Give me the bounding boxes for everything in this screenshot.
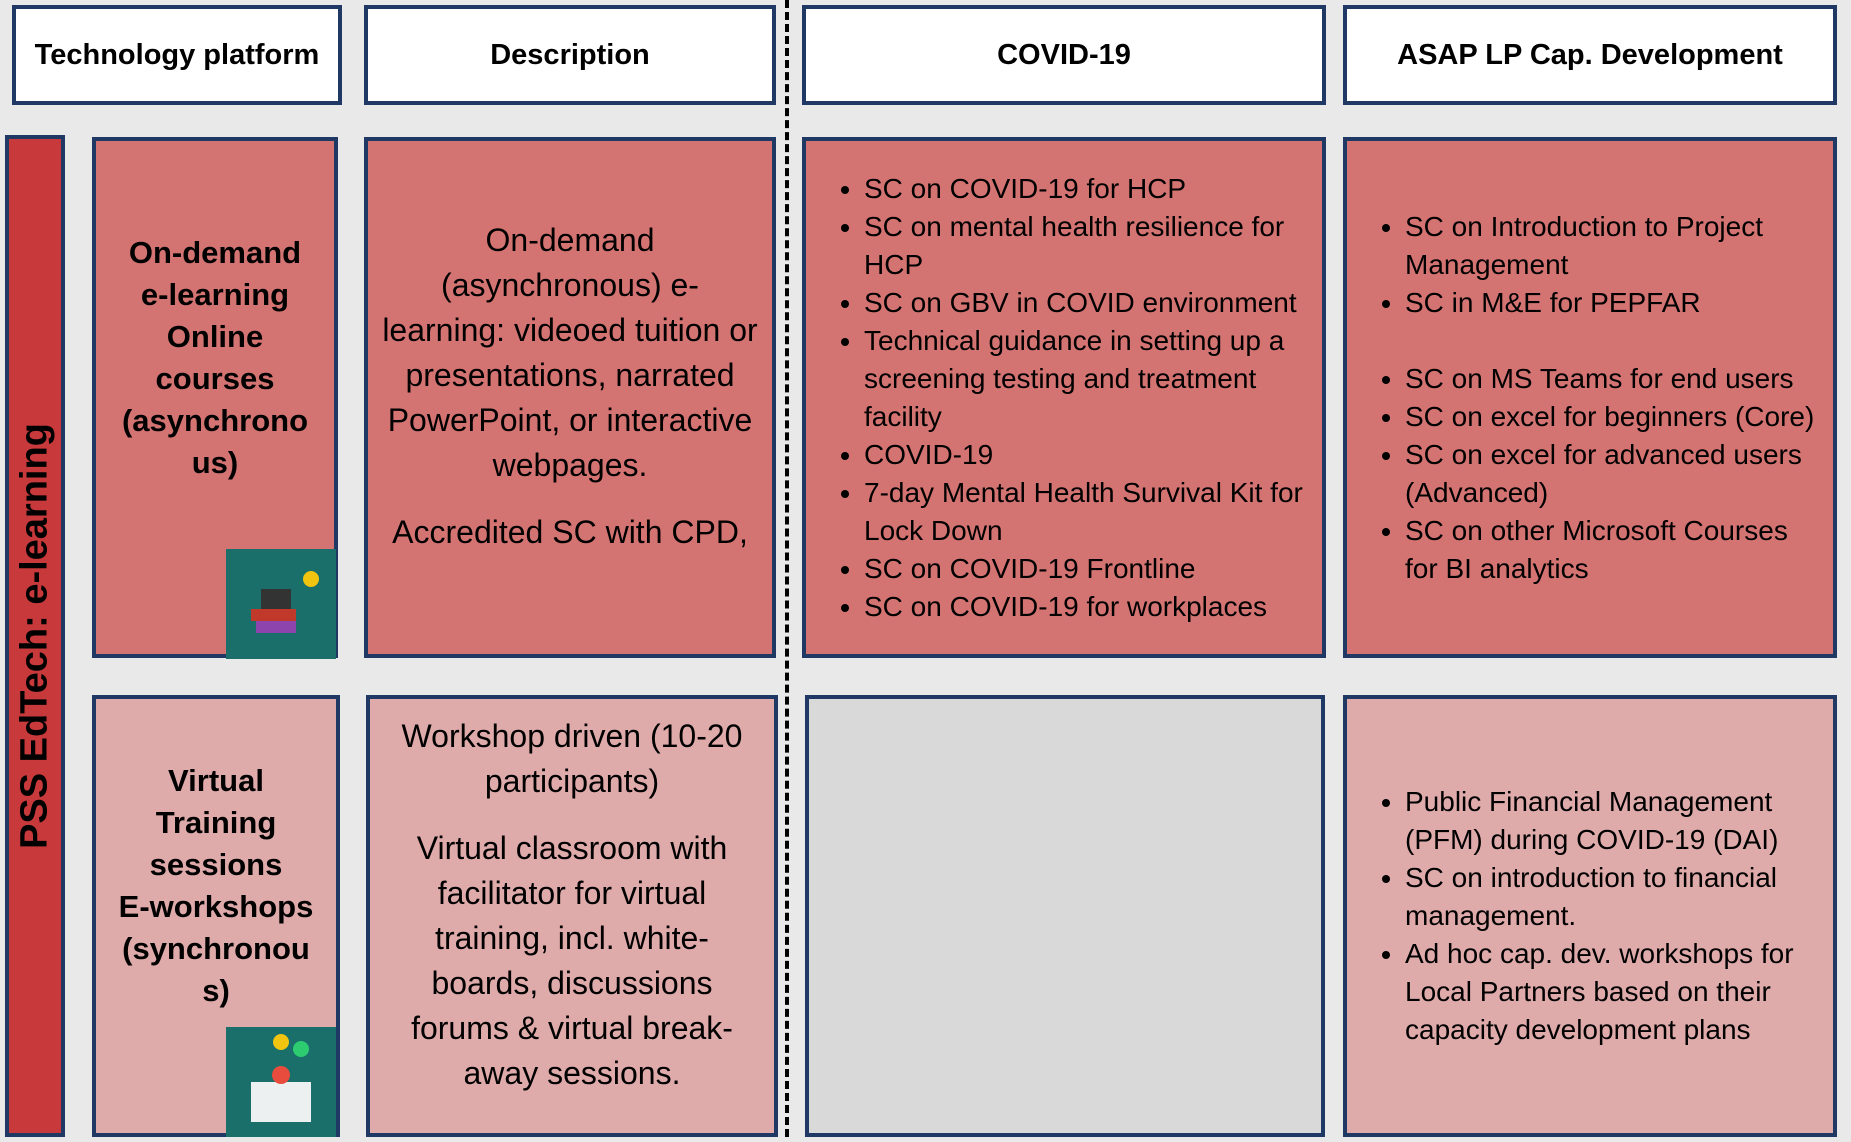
list-item: SC on GBV in COVID environment <box>864 284 1306 322</box>
list-item: SC on MS Teams for end users <box>1405 360 1817 398</box>
list-item: Public Financial Management (PFM) during… <box>1405 783 1817 859</box>
header-text: ASAP LP Cap. Development <box>1397 38 1783 71</box>
description-text: Workshop driven (10-20 participants) <box>401 718 743 799</box>
covid-cell: SC on COVID-19 for HCPSC on mental healt… <box>802 137 1326 658</box>
platform-line: us) <box>191 444 239 480</box>
list-item: 7-day Mental Health Survival Kit for Loc… <box>864 474 1306 550</box>
description-cell: Workshop driven (10-20 participants) Virt… <box>366 695 778 1137</box>
asap-cell: Public Financial Management (PFM) during… <box>1343 695 1837 1137</box>
header-cell: COVID-19 <box>802 5 1326 105</box>
list-item: SC on COVID-19 for workplaces <box>864 588 1306 626</box>
platform-line: E-workshops <box>118 889 314 924</box>
divider <box>785 0 789 1137</box>
asap-list: Public Financial Management (PFM) during… <box>1367 783 1817 1049</box>
description-text: On-demand (asynchronous) e-learning: vid… <box>382 222 758 483</box>
side-bar: PSS EdTech: e-learning <box>5 135 65 1137</box>
icon <box>226 1027 336 1137</box>
side-label: PSS EdTech: e-learning <box>13 423 56 849</box>
list-item: COVID-19 <box>864 436 1306 474</box>
platform-line: Training <box>155 805 277 840</box>
description-text: Virtual classroom with facilitator for v… <box>411 830 733 1091</box>
header-text: COVID-19 <box>997 38 1131 71</box>
list-item: SC on excel for beginners (Core) <box>1405 398 1817 436</box>
list-item: SC on Introduction to Project Management <box>1405 208 1817 284</box>
list-item: SC in M&E for PEPFAR <box>1405 284 1817 322</box>
platform-line: courses <box>155 360 275 396</box>
platform-line: Online <box>166 318 264 354</box>
platform-line: s) <box>202 973 230 1008</box>
header-text: Technology platform <box>34 38 320 71</box>
list-item: SC on mental health resilience for HCP <box>864 208 1306 284</box>
platform-line: (asynchrono <box>121 402 309 438</box>
list-item: Ad hoc cap. dev. workshops for Local Par… <box>1405 935 1817 1049</box>
list-item: SC on introduction to financial manageme… <box>1405 859 1817 935</box>
icon-art <box>251 571 319 633</box>
icon-art <box>251 1034 311 1122</box>
list-item: SC on other Microsoft Courses for BI ana… <box>1405 512 1817 588</box>
asap-list: SC on Introduction to Project Management… <box>1367 208 1817 588</box>
covid-list: SC on COVID-19 for HCPSC on mental healt… <box>826 170 1306 626</box>
header-cell: Description <box>364 5 776 105</box>
header-cell: ASAP LP Cap. Development <box>1343 5 1837 105</box>
list-item: Technical guidance in setting up a scree… <box>864 322 1306 436</box>
header-cell: Technology platform <box>12 5 342 105</box>
platform-line: Virtual <box>168 763 264 798</box>
description-cell: On-demand (asynchronous) e-learning: vid… <box>364 137 776 658</box>
header-text: Description <box>490 38 650 71</box>
asap-cell: SC on Introduction to Project Management… <box>1343 137 1837 658</box>
platform-line: (synchronou <box>122 931 310 966</box>
list-item: SC on COVID-19 Frontline <box>864 550 1306 588</box>
icon <box>226 549 336 659</box>
platform-line: e-learning <box>140 276 290 312</box>
list-item: SC on excel for advanced users (Advanced… <box>1405 436 1817 512</box>
covid-cell <box>805 695 1325 1137</box>
platform-line: sessions <box>149 847 283 882</box>
platform-line: On-demand <box>128 234 302 270</box>
description-text: Accredited SC with CPD, <box>392 514 748 550</box>
list-item: SC on COVID-19 for HCP <box>864 170 1306 208</box>
